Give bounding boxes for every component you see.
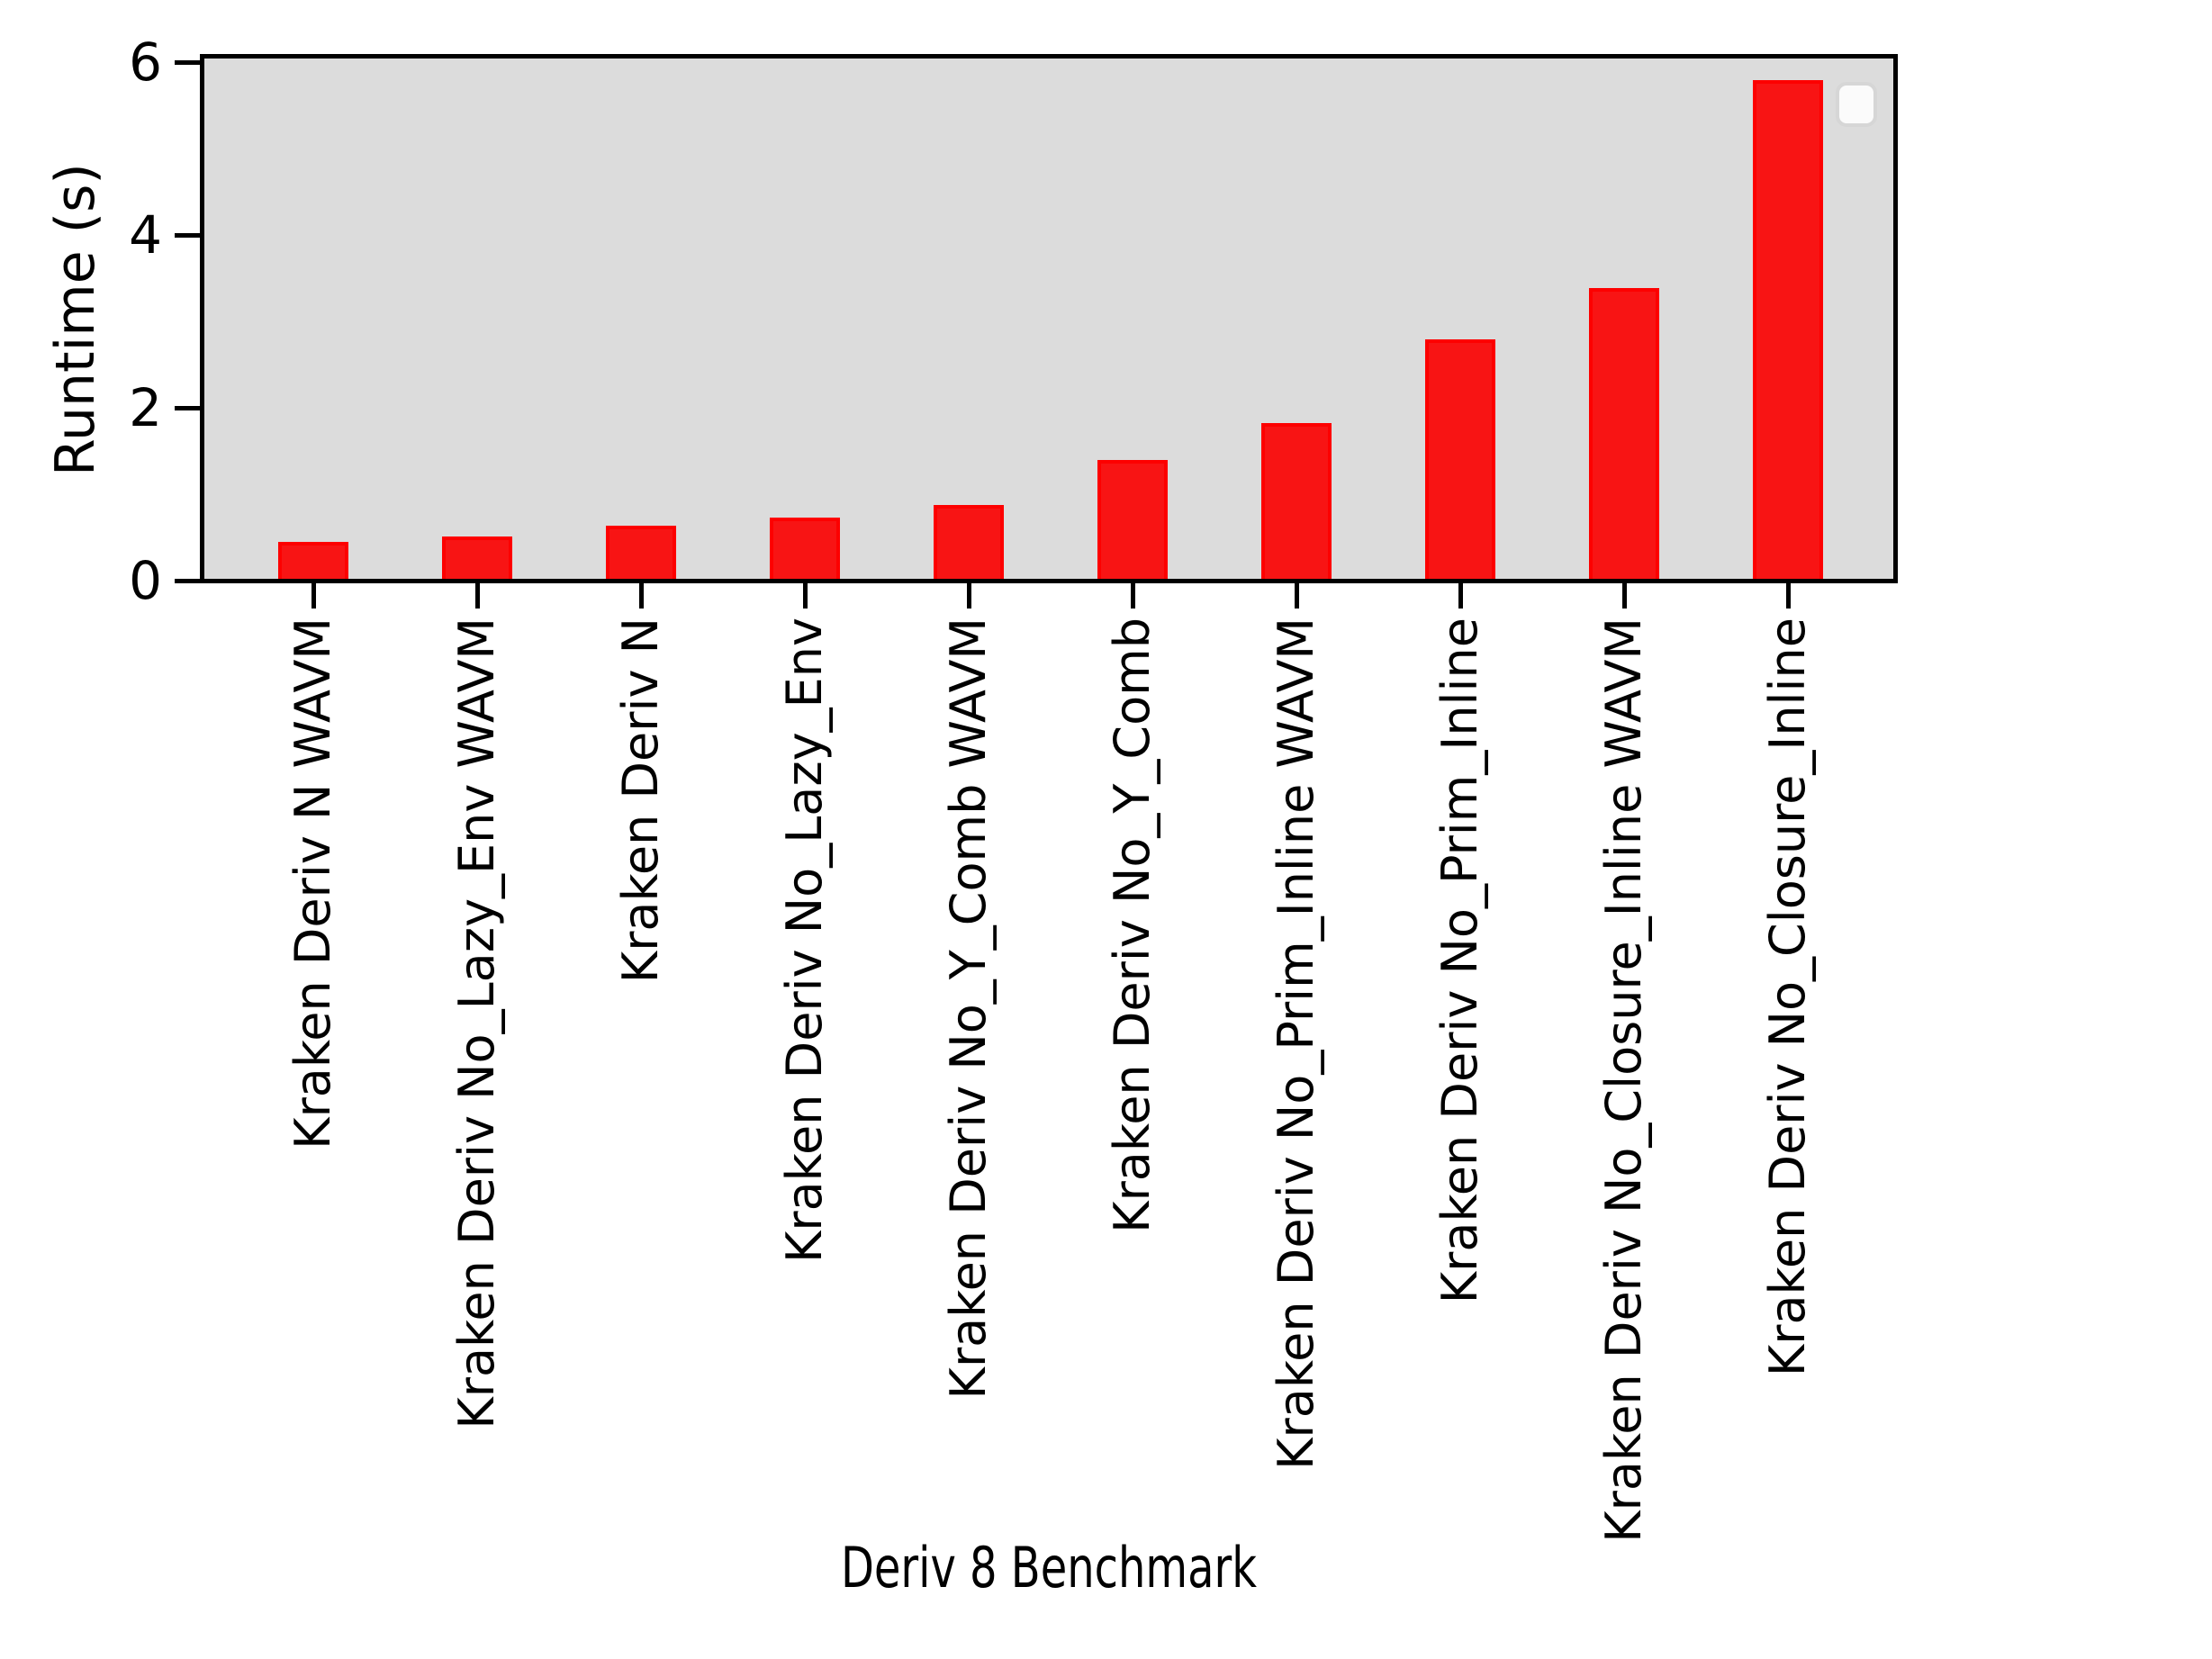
y-axis-label: Runtime (s) (44, 163, 107, 476)
y-tick-4 (175, 233, 200, 238)
x-tick-label-1: Kraken Deriv No_Lazy_Env WAVM (448, 618, 505, 1429)
bar-3 (770, 518, 840, 579)
x-tick-0 (311, 583, 316, 609)
y-tick-2 (175, 406, 200, 410)
y-tick-0 (175, 579, 200, 583)
plot-area (200, 54, 1898, 583)
bar-7 (1425, 339, 1495, 579)
y-tick-label-0: 0 (129, 550, 162, 611)
y-tick-label-4: 4 (129, 204, 162, 266)
x-tick-label-9: Kraken Deriv No_Closure_Inline (1759, 618, 1816, 1377)
x-tick-label-4: Kraken Deriv No_Y_Comb WAVM (940, 618, 997, 1400)
legend-box (1836, 82, 1877, 127)
y-tick-label-6: 6 (129, 32, 162, 93)
x-tick-label-2: Kraken Deriv N (612, 618, 669, 984)
x-axis-label: Deriv 8 Benchmark (840, 1535, 1258, 1600)
x-tick-label-0: Kraken Deriv N WAVM (284, 618, 341, 1150)
bar-6 (1261, 423, 1332, 579)
y-tick-6 (175, 60, 200, 65)
x-tick-label-8: Kraken Deriv No_Closure_Inline WAVM (1595, 618, 1652, 1543)
bar-4 (934, 505, 1004, 579)
x-tick-5 (1131, 583, 1135, 609)
x-tick-label-7: Kraken Deriv No_Prim_Inline (1431, 618, 1488, 1304)
bar-5 (1097, 460, 1168, 579)
x-tick-1 (475, 583, 480, 609)
x-tick-3 (803, 583, 808, 609)
bar-2 (606, 526, 676, 579)
x-tick-8 (1622, 583, 1627, 609)
bar-1 (442, 536, 512, 579)
x-tick-2 (639, 583, 644, 609)
x-tick-6 (1295, 583, 1299, 609)
x-tick-9 (1786, 583, 1791, 609)
bar-9 (1753, 80, 1823, 579)
x-tick-label-3: Kraken Deriv No_Lazy_Env (776, 618, 833, 1264)
x-tick-7 (1458, 583, 1463, 609)
bar-8 (1589, 288, 1659, 579)
bar-0 (278, 542, 348, 579)
y-tick-label-2: 2 (129, 377, 162, 438)
x-tick-label-6: Kraken Deriv No_Prim_Inline WAVM (1268, 618, 1324, 1470)
x-tick-label-5: Kraken Deriv No_Y_Comb (1104, 618, 1160, 1233)
x-tick-4 (967, 583, 971, 609)
